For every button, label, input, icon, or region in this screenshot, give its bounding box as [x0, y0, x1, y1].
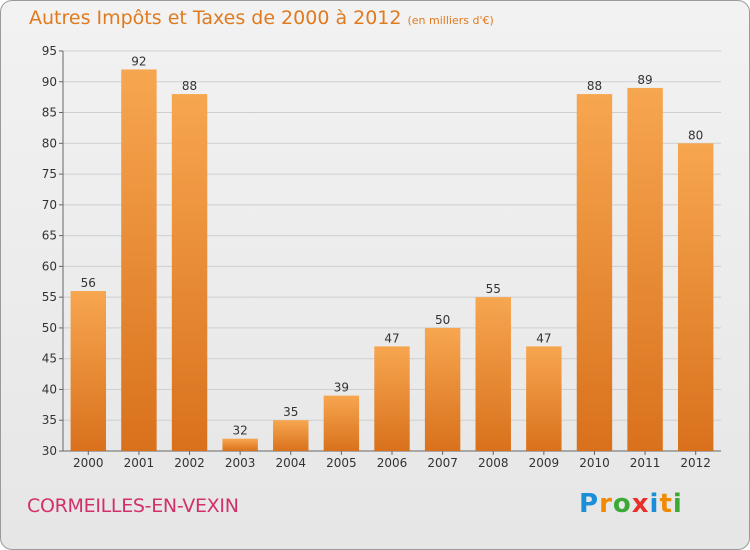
axes: 30 35 40 45 50 55 60 65 70 75 80 85 90 95 2000 2001 2002… — [42, 44, 721, 470]
y-tick-label: 85 — [42, 106, 57, 120]
bar-value-label: 88 — [182, 79, 197, 93]
x-tick-label: 2012 — [680, 456, 711, 470]
bar — [475, 297, 511, 451]
x-tick-label: 2001 — [124, 456, 155, 470]
bar — [677, 143, 714, 452]
chart-subtitle: (en milliers d'€) — [407, 14, 494, 27]
y-tick-label: 35 — [42, 413, 57, 427]
logo-letter: t — [659, 489, 673, 519]
y-tick-label: 60 — [42, 259, 57, 273]
chart-title: Autres Impôts et Taxes de 2000 à 2012 (en… — [29, 7, 494, 29]
y-tick-label: 90 — [42, 75, 57, 89]
bar-value-label: 39 — [334, 381, 349, 395]
bar — [576, 94, 613, 452]
y-tick-label: 30 — [42, 444, 57, 458]
y-tick-label: 80 — [42, 136, 57, 150]
x-tick-label: 2008 — [478, 456, 509, 470]
x-tick-label: 2002 — [174, 456, 205, 470]
y-tick-label: 40 — [42, 382, 57, 396]
logo-letter: o — [612, 489, 632, 519]
bar-value-label: 88 — [587, 79, 602, 93]
y-tick-label: 75 — [42, 167, 57, 181]
bar — [323, 395, 360, 451]
bar — [70, 291, 107, 451]
y-tick-label: 65 — [42, 229, 57, 243]
bar-value-label: 55 — [486, 282, 501, 296]
bar-value-label: 80 — [688, 128, 703, 142]
x-tick-label: 2007 — [427, 456, 458, 470]
x-tick-label: 2010 — [579, 456, 610, 470]
bar — [222, 438, 258, 451]
x-tick-label: 2009 — [529, 456, 560, 470]
y-tick-label: 70 — [42, 198, 57, 212]
x-tick-label: 2003 — [225, 456, 256, 470]
chart-title-text: Autres Impôts et Taxes de 2000 à 2012 — [29, 7, 402, 29]
y-tick-label: 45 — [42, 352, 57, 366]
logo-letter: x — [631, 489, 650, 519]
data-labels: 56 92 88 32 35 39 47 50 55 47 88 89 80 — [81, 54, 704, 437]
bar-value-label: 56 — [81, 276, 96, 290]
bar — [374, 346, 410, 451]
y-tick-label: 55 — [42, 290, 57, 304]
bar-value-label: 35 — [283, 405, 298, 419]
x-tick-label: 2004 — [275, 456, 306, 470]
bar — [424, 327, 461, 451]
bar-value-label: 32 — [233, 424, 248, 438]
bar-value-label: 50 — [435, 313, 450, 327]
y-tick-label: 95 — [42, 44, 57, 58]
commune-name: CORMEILLES-EN-VEXIN — [27, 495, 239, 517]
logo-letter: i — [672, 489, 683, 519]
x-tick-label: 2000 — [73, 456, 104, 470]
bar — [627, 87, 663, 451]
logo-letter: i — [649, 489, 660, 519]
bar-value-label: 47 — [384, 331, 399, 345]
x-tick-label: 2006 — [377, 456, 408, 470]
logo-letter: P — [579, 489, 600, 519]
bar — [171, 94, 208, 452]
proxiti-logo[interactable]: Proxiti — [579, 489, 683, 519]
bar — [273, 420, 309, 451]
logo-letter: r — [599, 489, 613, 519]
x-tick-label: 2011 — [630, 456, 661, 470]
bar-value-label: 89 — [637, 73, 652, 87]
bar-value-label: 47 — [536, 331, 551, 345]
bar — [121, 69, 157, 451]
y-tick-label: 50 — [42, 321, 57, 335]
bar — [526, 346, 562, 451]
bar-value-label: 92 — [131, 54, 146, 68]
bars — [70, 69, 714, 452]
x-tick-label: 2005 — [326, 456, 357, 470]
